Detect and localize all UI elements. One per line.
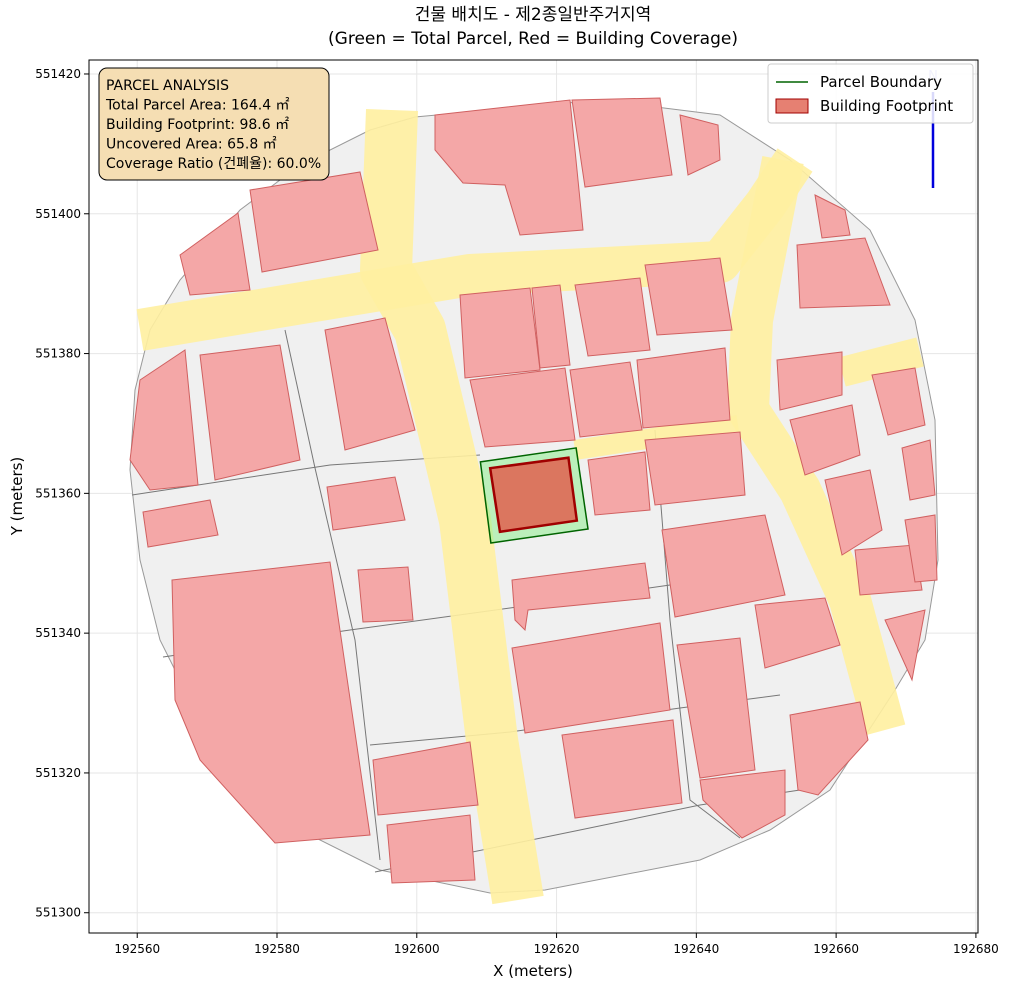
road [573, 415, 740, 460]
legend-label: Parcel Boundary [820, 73, 942, 91]
building [699, 769, 786, 839]
building [884, 609, 926, 682]
chart-subtitle: (Green = Total Parcel, Red = Building Co… [328, 29, 738, 49]
x-tick-label: 192600 [394, 942, 440, 956]
building [326, 476, 406, 531]
parcel-line [654, 429, 741, 839]
building [171, 561, 371, 844]
building [789, 701, 869, 796]
building [904, 514, 938, 583]
buildings [129, 97, 938, 884]
annotation-line: PARCEL ANALYSIS [106, 78, 229, 94]
legend: Parcel Boundary Building Footprint [775, 73, 953, 115]
building [901, 439, 936, 501]
road [360, 109, 544, 905]
parcel-line [284, 329, 381, 861]
annotation-line: Uncovered Area: 65.8 ㎡ [106, 137, 277, 153]
axes-frame [88, 59, 979, 934]
building [357, 566, 414, 623]
road [838, 337, 924, 387]
building [574, 277, 651, 357]
building [179, 212, 251, 296]
x-tick-label: 192620 [534, 942, 580, 956]
building [531, 284, 571, 369]
annotation-box [98, 67, 330, 181]
y-tick-label: 551320 [35, 766, 81, 780]
building [511, 562, 651, 632]
building [644, 257, 733, 336]
annotation-line: Building Footprint: 98.6 ㎡ [106, 117, 289, 133]
legend-patch [775, 98, 809, 114]
annotation-line: Total Parcel Area: 164.4 ㎡ [105, 98, 290, 114]
building [776, 351, 843, 411]
building [469, 367, 576, 448]
building [644, 431, 746, 506]
building [129, 349, 199, 491]
road [727, 156, 906, 736]
data-layer [479, 447, 589, 544]
legend-label: Building Footprint [820, 97, 953, 115]
building [789, 404, 861, 476]
y-tick-label: 551340 [35, 626, 81, 640]
building [676, 637, 756, 779]
y-tick-label: 551400 [35, 207, 81, 221]
map-layer: N [129, 69, 939, 905]
building [434, 99, 584, 236]
building [571, 97, 673, 188]
building [871, 367, 926, 436]
building [386, 814, 476, 884]
roads [136, 109, 924, 905]
building [459, 287, 541, 379]
building [324, 317, 416, 451]
x-tick-label: 192660 [813, 942, 859, 956]
building [511, 622, 671, 734]
building [569, 361, 643, 438]
y-tick-label: 551380 [35, 347, 81, 361]
building [561, 719, 683, 819]
building [854, 544, 923, 596]
building-polygon [488, 456, 579, 534]
building [754, 597, 841, 669]
building [814, 194, 851, 239]
x-tick-label: 192580 [254, 942, 300, 956]
y-axis-label: Y (meters) [8, 457, 26, 537]
x-axis-label: X (meters) [493, 962, 573, 980]
y-tick-label: 551300 [35, 906, 81, 920]
building [796, 237, 891, 309]
annotation: PARCEL ANALYSIS Total Parcel Area: 164.4 … [105, 78, 321, 172]
building [142, 499, 219, 548]
annotation-line: Coverage Ratio (건폐율): 60.0% [106, 156, 321, 172]
building [372, 741, 479, 816]
chart-title: 건물 배치도 - 제2종일반주거지역 [415, 5, 651, 25]
y-tick-label: 551420 [35, 67, 81, 81]
building [587, 451, 651, 516]
building [679, 114, 721, 176]
building [636, 347, 731, 429]
building [661, 514, 786, 618]
x-tick-label: 192640 [673, 942, 719, 956]
x-tick-label: 192680 [953, 942, 999, 956]
legend-box [767, 63, 974, 124]
building [199, 344, 301, 481]
building [824, 469, 883, 556]
x-tick-label: 192560 [114, 942, 160, 956]
y-tick-label: 551360 [35, 486, 81, 500]
